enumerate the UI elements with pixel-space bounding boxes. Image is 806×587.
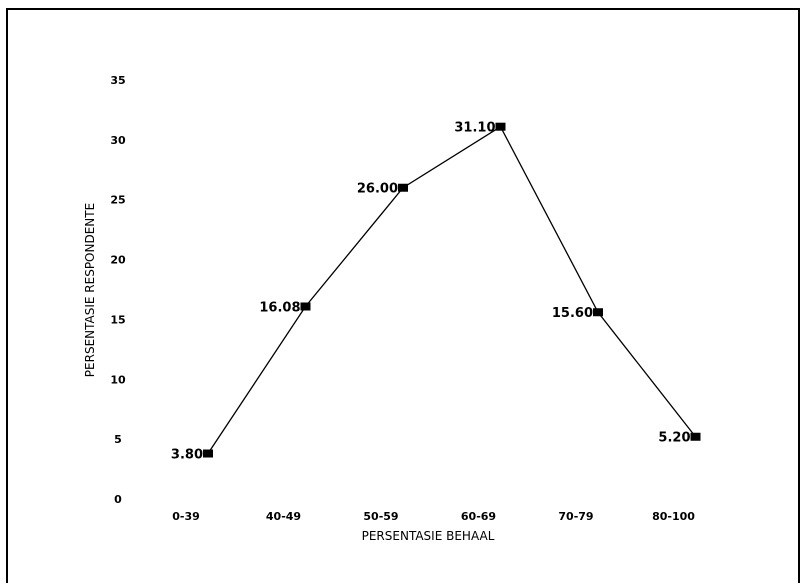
data-value-label: 31.10 (454, 121, 495, 136)
data-point-marker (203, 449, 213, 458)
y-tick-label: 10 (110, 373, 126, 386)
data-labels: 3.80 16.08 26.00 31.10 15.60 5.20 (171, 121, 691, 463)
x-tick-label: 70-79 (558, 510, 593, 523)
y-tick-label: 35 (110, 74, 125, 87)
data-value-label: 15.60 (552, 306, 593, 321)
x-tick-label: 60-69 (461, 510, 496, 523)
x-tick-labels: 0-39 40-49 50-59 60-69 70-79 80-100 (172, 510, 695, 523)
data-value-label: 3.80 (171, 448, 203, 463)
data-value-label: 16.08 (259, 300, 300, 315)
y-tick-label: 15 (110, 313, 125, 326)
series-line-group (207, 125, 697, 454)
x-tick-label: 50-59 (363, 510, 398, 523)
data-point-marker (690, 432, 701, 441)
data-value-label: 5.20 (658, 431, 690, 446)
y-tick-label: 5 (114, 433, 122, 446)
chart-frame (6, 8, 800, 583)
data-value-label: 26.00 (357, 182, 398, 197)
data-point-marker (495, 122, 506, 131)
x-tick-label: 0-39 (172, 510, 200, 523)
data-point-marker (398, 183, 408, 192)
data-point-marker (300, 302, 311, 311)
y-axis-title: PERSENTASIE RESPONDENTE (83, 203, 97, 377)
series-line (207, 125, 697, 454)
data-markers (203, 122, 701, 458)
x-tick-label: 40-49 (266, 510, 301, 523)
data-point-marker (593, 308, 603, 317)
y-tick-label: 25 (110, 194, 125, 207)
x-tick-label: 80-100 (652, 510, 695, 523)
y-tick-label: 30 (110, 134, 126, 147)
y-tick-label: 0 (114, 493, 122, 506)
y-tick-label: 20 (110, 254, 126, 267)
x-axis-title: PERSENTASIE BEHAAL (362, 529, 495, 543)
y-tick-labels: 0 5 10 15 20 25 30 35 (110, 74, 126, 506)
